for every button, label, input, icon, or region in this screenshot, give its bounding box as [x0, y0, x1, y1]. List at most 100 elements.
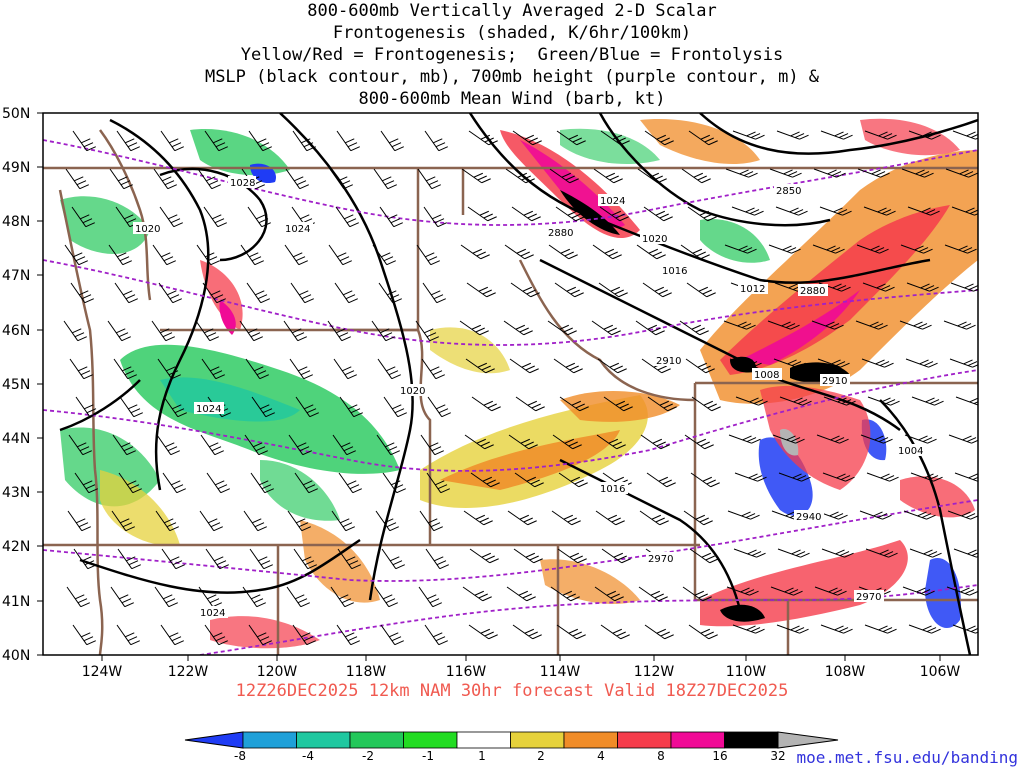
wind-barb: [67, 510, 91, 532]
wind-barb: [509, 358, 539, 374]
wind-barb: [503, 320, 533, 336]
mslp-label: 1012: [738, 282, 768, 295]
lon-tick: 124W: [82, 655, 122, 680]
wind-barb: [426, 472, 450, 494]
wind-barb: [732, 130, 765, 140]
colorbar-swatch: [510, 731, 565, 749]
lon-tick: 118W: [346, 655, 386, 680]
wind-barb: [559, 396, 589, 412]
wind-barb: [643, 206, 673, 222]
wind-barb: [295, 396, 319, 418]
wind-barb: [116, 130, 140, 152]
svg-text:45N: 45N: [2, 377, 30, 393]
wind-barb: [597, 358, 627, 374]
mslp-label: 1004: [896, 444, 926, 457]
wind-barb: [688, 130, 718, 146]
wind-barb: [954, 472, 978, 482]
wind-barb: [157, 358, 181, 380]
wind-barb: [240, 244, 264, 266]
wind-barb: [681, 168, 711, 184]
svg-text:2910: 2910: [656, 356, 681, 367]
wind-barb: [596, 434, 626, 450]
svg-text:1020: 1020: [135, 224, 160, 235]
colorbar-tick: -1: [422, 749, 434, 763]
wind-barb: [155, 510, 179, 532]
wind-barb: [336, 624, 360, 646]
wind-barb: [646, 472, 676, 488]
svg-text:1028: 1028: [230, 178, 255, 189]
wind-barb: [294, 472, 318, 494]
lat-tick: 50N: [2, 106, 43, 122]
wind-barb: [381, 548, 405, 570]
wind-barb: [775, 206, 808, 216]
wind-barb: [419, 510, 443, 532]
title-line-2: Frontogenesis (shaded, K/6hr/100km): [332, 23, 692, 43]
wind-barb: [371, 320, 395, 342]
wind-barb: [907, 206, 940, 216]
wind-barb: [242, 586, 266, 608]
wind-barb: [112, 434, 136, 456]
wind-barb: [911, 396, 944, 406]
wind-barb: [684, 434, 714, 450]
colorbar-swatch: [296, 731, 351, 749]
wind-barb: [552, 434, 582, 450]
wind-barb: [199, 510, 223, 532]
wind-barb: [683, 510, 713, 526]
colorbar-swatch: [724, 731, 779, 749]
svg-text:110W: 110W: [726, 664, 767, 680]
wind-barb: [251, 396, 275, 418]
wind-barb: [861, 358, 894, 368]
wind-barb: [866, 472, 899, 482]
wind-barb: [554, 282, 584, 298]
svg-text:2850: 2850: [776, 186, 801, 197]
wind-barb: [776, 624, 809, 634]
svg-text:43N: 43N: [2, 485, 30, 501]
wind-barb: [72, 130, 96, 152]
credit-link[interactable]: moe.met.fsu.edu/banding: [796, 748, 1018, 767]
svg-text:2880: 2880: [548, 228, 573, 239]
wind-barb: [75, 396, 99, 418]
wind-barb: [206, 472, 230, 494]
svg-text:49N: 49N: [2, 160, 30, 176]
wind-barb: [508, 434, 538, 450]
wind-barb: [460, 244, 490, 260]
wind-barb: [338, 472, 362, 494]
title-block: 800-600mb Vertically Averaged 2-D Scalar…: [0, 0, 1024, 110]
wind-barb: [373, 168, 397, 190]
wind-barb: [682, 586, 712, 602]
wind-barb: [688, 624, 718, 640]
height-label: 2970: [646, 552, 676, 565]
wind-barb: [948, 434, 978, 444]
wind-barb: [285, 168, 309, 190]
wind-barb: [906, 282, 939, 292]
wind-barb: [422, 282, 446, 304]
wind-barb: [153, 168, 177, 190]
wind-barb: [377, 358, 401, 380]
wind-barb: [778, 472, 811, 482]
wind-barb: [955, 396, 978, 406]
wind-barb: [770, 586, 803, 596]
wind-barb: [953, 548, 978, 558]
wind-barb: [416, 244, 440, 266]
svg-text:1024: 1024: [285, 224, 310, 235]
wind-barb: [638, 586, 668, 602]
svg-text:50N: 50N: [2, 106, 30, 122]
wind-barb: [951, 206, 978, 216]
colorbar-tick: -2: [362, 749, 374, 763]
wind-barb: [327, 320, 351, 342]
wind-barb: [773, 358, 806, 368]
wind-barb: [72, 624, 96, 646]
wind-barb: [380, 624, 404, 646]
wind-barb: [119, 396, 143, 418]
svg-text:1020: 1020: [642, 234, 667, 245]
wind-barb: [558, 472, 588, 488]
wind-barb: [195, 320, 219, 342]
svg-text:42N: 42N: [2, 539, 30, 555]
wind-barb: [64, 244, 88, 266]
wind-barb: [905, 358, 938, 368]
colorbar-swatch: [456, 731, 511, 749]
wind-barb: [813, 168, 846, 178]
wind-barb: [909, 548, 942, 558]
wind-barb: [823, 396, 856, 406]
wind-barb: [512, 624, 542, 640]
